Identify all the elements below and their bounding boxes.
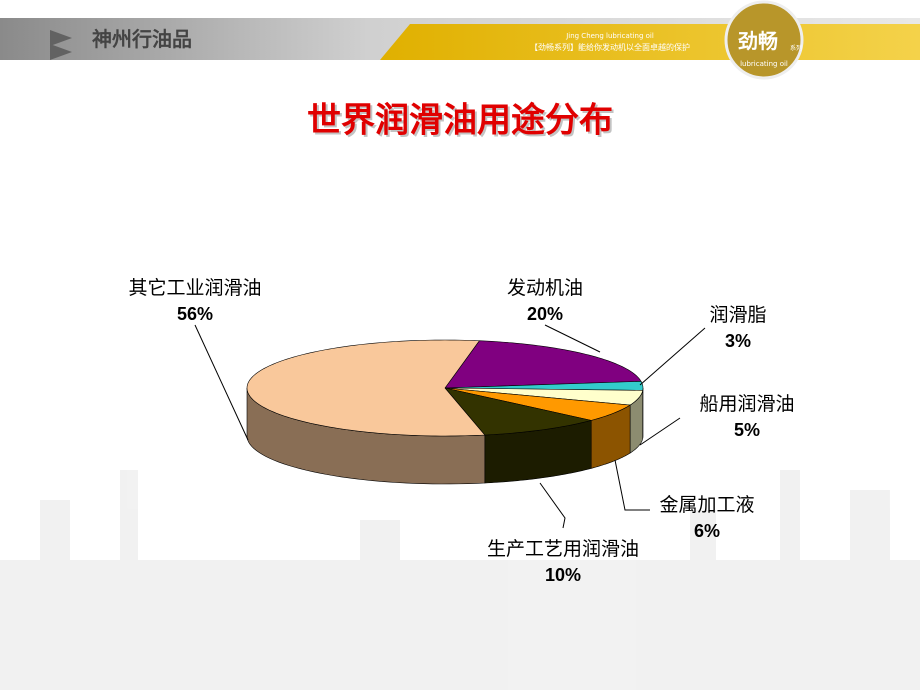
slice-label: 润滑脂 3% bbox=[709, 302, 766, 354]
category-label: 金属加工液 bbox=[659, 494, 755, 516]
slice-label: 金属加工液 6% bbox=[659, 492, 754, 544]
value-label: 20% bbox=[526, 304, 564, 324]
factory-background bbox=[0, 470, 920, 690]
category-label: 润滑脂 bbox=[709, 304, 767, 326]
category-label: 发动机油 bbox=[506, 277, 584, 299]
brand-icon bbox=[50, 30, 72, 60]
logo bbox=[724, 0, 804, 80]
slice-label: 发动机油 20% bbox=[507, 275, 583, 327]
slice bbox=[444, 387, 592, 436]
title-shadow: 世界润滑油用途分布 bbox=[309, 103, 615, 143]
value-label: 56% bbox=[176, 304, 214, 324]
pie bbox=[246, 339, 644, 485]
slice-label: 其它工业润滑油 56% bbox=[128, 275, 261, 327]
value-label: 10% bbox=[544, 565, 582, 585]
header-band bbox=[380, 24, 920, 60]
slice bbox=[444, 381, 644, 391]
logo-en: lubricating oil bbox=[740, 60, 788, 68]
logo-text: 劲畅 bbox=[738, 29, 778, 53]
brand: 神州行油品 bbox=[92, 27, 192, 51]
slice bbox=[444, 387, 632, 421]
slice bbox=[444, 340, 642, 389]
value-label: 6% bbox=[693, 521, 721, 541]
chart-title: 世界润滑油用途分布 bbox=[307, 101, 613, 141]
category-label: 船用润滑油 bbox=[699, 393, 795, 415]
slice bbox=[246, 339, 486, 437]
value-label: 5% bbox=[733, 420, 761, 440]
category-label: 其它工业润滑油 bbox=[128, 277, 262, 299]
leader-lines bbox=[194, 324, 706, 529]
logo-series: 系列 bbox=[790, 44, 802, 52]
slogan-en: Jing Cheng lubricating oil bbox=[565, 32, 654, 40]
value-label: 3% bbox=[724, 331, 752, 351]
slice-label: 船用润滑油 5% bbox=[699, 391, 794, 443]
slogan: 【劲畅系列】能给你发动机以全面卓越的保护 bbox=[530, 42, 690, 52]
slice-label: 生产工艺用润滑油 10% bbox=[476, 536, 651, 588]
category-label: 生产工艺用润滑油 bbox=[486, 538, 639, 560]
